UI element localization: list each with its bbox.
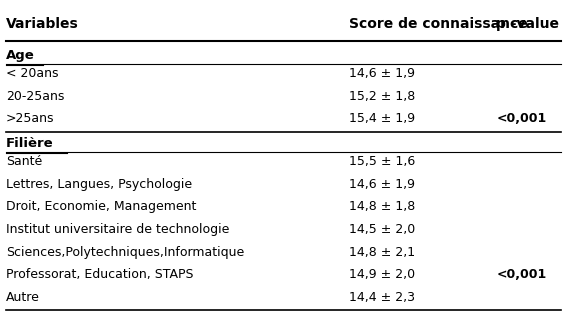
Text: <0,001: <0,001: [496, 268, 547, 281]
Text: 14,4 ± 2,3: 14,4 ± 2,3: [349, 291, 414, 304]
Text: Age: Age: [6, 49, 35, 62]
Text: <0,001: <0,001: [496, 112, 547, 125]
Text: Variables: Variables: [6, 17, 78, 31]
Text: Filière: Filière: [6, 137, 53, 149]
Text: Institut universitaire de technologie: Institut universitaire de technologie: [6, 223, 229, 236]
Text: Autre: Autre: [6, 291, 40, 304]
Text: 15,4 ± 1,9: 15,4 ± 1,9: [349, 112, 415, 125]
Text: 14,8 ± 2,1: 14,8 ± 2,1: [349, 246, 415, 258]
Text: 20-25ans: 20-25ans: [6, 90, 64, 103]
Text: Lettres, Langues, Psychologie: Lettres, Langues, Psychologie: [6, 178, 192, 191]
Text: p -value: p -value: [496, 17, 559, 31]
Text: 14,5 ± 2,0: 14,5 ± 2,0: [349, 223, 415, 236]
Text: Santé: Santé: [6, 155, 42, 168]
Text: >25ans: >25ans: [6, 112, 54, 125]
Text: 14,6 ± 1,9: 14,6 ± 1,9: [349, 67, 414, 80]
Text: 14,8 ± 1,8: 14,8 ± 1,8: [349, 200, 415, 213]
Text: 15,2 ± 1,8: 15,2 ± 1,8: [349, 90, 415, 103]
Text: Score de connaissance: Score de connaissance: [349, 17, 527, 31]
Text: 14,9 ± 2,0: 14,9 ± 2,0: [349, 268, 415, 281]
Text: Sciences,Polytechniques,Informatique: Sciences,Polytechniques,Informatique: [6, 246, 244, 258]
Text: < 20ans: < 20ans: [6, 67, 58, 80]
Text: 14,6 ± 1,9: 14,6 ± 1,9: [349, 178, 414, 191]
Text: 15,5 ± 1,6: 15,5 ± 1,6: [349, 155, 415, 168]
Text: Professorat, Education, STAPS: Professorat, Education, STAPS: [6, 268, 193, 281]
Text: Droit, Economie, Management: Droit, Economie, Management: [6, 200, 196, 213]
